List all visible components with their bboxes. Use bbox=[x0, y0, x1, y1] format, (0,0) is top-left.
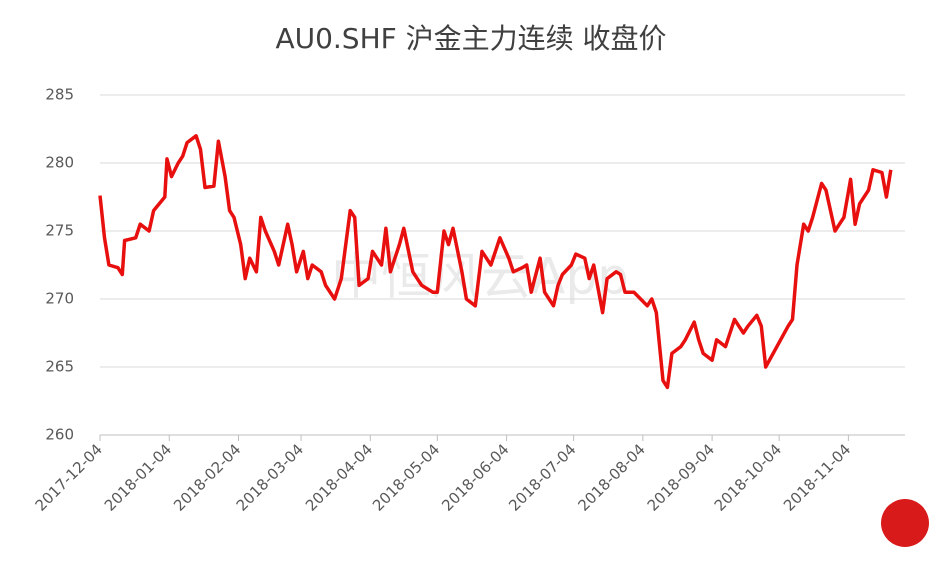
x-tick-label: 2018-01-04 bbox=[101, 440, 175, 514]
y-tick-label: 285 bbox=[45, 86, 74, 104]
x-tick-label: 2018-06-04 bbox=[438, 440, 512, 514]
y-tick-label: 280 bbox=[45, 154, 74, 172]
price-line bbox=[98, 134, 893, 390]
x-tick-label: 2018-09-04 bbox=[644, 440, 718, 514]
x-tick-label: 2018-10-04 bbox=[711, 440, 785, 514]
x-tick-label: 2018-05-04 bbox=[369, 440, 443, 514]
y-tick-label: 275 bbox=[45, 222, 74, 240]
y-tick-label: 265 bbox=[45, 358, 74, 376]
x-tick-label: 2018-04-04 bbox=[302, 440, 376, 514]
chart-title: AU0.SHF 沪金主力连续 收盘价 bbox=[275, 22, 666, 55]
x-tick-label: 2018-07-04 bbox=[505, 440, 579, 514]
x-tick-label: 2017-12-04 bbox=[32, 440, 106, 514]
logo bbox=[881, 499, 929, 547]
x-tick-label: 2018-03-04 bbox=[233, 440, 307, 514]
x-tick-label: 2018-11-04 bbox=[780, 440, 854, 514]
y-tick-label: 260 bbox=[45, 426, 74, 444]
x-tick-label: 2018-08-04 bbox=[574, 440, 648, 514]
y-tick-label: 270 bbox=[45, 290, 74, 308]
